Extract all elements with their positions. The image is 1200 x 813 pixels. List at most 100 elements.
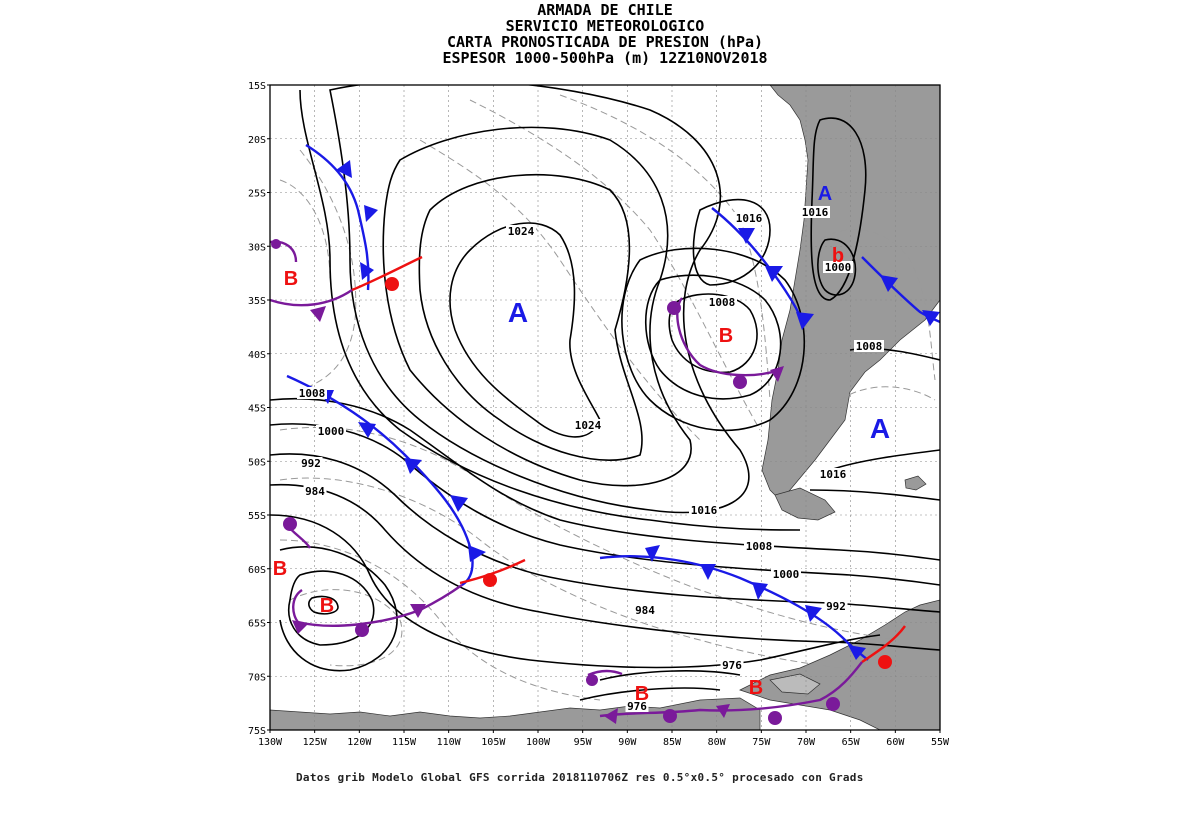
title-line-3: CARTA PRONOSTICADA DE PRESION (hPa) (446, 33, 764, 51)
svg-text:1008: 1008 (299, 387, 326, 400)
isobar-label: 984 (303, 485, 327, 498)
longitude-tick-label: 95W (574, 737, 593, 748)
latitude-tick-label: 30S (248, 242, 266, 253)
warm-front-nw (351, 255, 423, 292)
latitude-tick-label: 60S (248, 565, 266, 576)
svg-text:1024: 1024 (508, 225, 535, 238)
longitude-tick-label: 55W (931, 737, 950, 748)
longitude-tick-label: 120W (347, 737, 372, 748)
land-antarctic-peninsula (739, 599, 940, 730)
isobar-label: 1016 (689, 504, 719, 517)
latitude-tick-label: 55S (248, 511, 266, 522)
longitude-tick-label: 115W (392, 737, 417, 748)
longitude-tick-label: 85W (663, 737, 682, 748)
isobar-label: 992 (299, 457, 323, 470)
longitude-tick-label: 60W (886, 737, 905, 748)
title-line-1: ARMADA DE CHILE (537, 1, 673, 19)
high-pressure-center: A (870, 413, 890, 444)
svg-text:1000: 1000 (773, 568, 800, 581)
high-pressure-center: A (508, 297, 528, 328)
svg-text:1016: 1016 (820, 468, 847, 481)
pressure-center-layer: A A A B B B B B Bb (273, 183, 890, 705)
low-pressure-center: b (832, 245, 844, 267)
latitude-tick-label: 45S (248, 404, 266, 415)
low-pressure-center: B (320, 595, 334, 617)
longitude-tick-label: 110W (437, 737, 462, 748)
isobar-label: 1000 (316, 425, 346, 438)
isobar-label: 1000 (771, 568, 801, 581)
isobar-label: 1024 (573, 419, 603, 432)
svg-text:976: 976 (627, 700, 647, 713)
svg-text:992: 992 (826, 600, 846, 613)
isobar-label-layer: 1024 1024 1016 1016 1008 1000 1008 1016 1008 1000… (297, 206, 884, 713)
svg-text:1008: 1008 (709, 296, 736, 309)
longitude-tick-label: 75W (752, 737, 771, 748)
data-source-footer: Datos grib Modelo Global GFS corrida 201… (296, 771, 864, 784)
longitude-tick-label: 105W (481, 737, 506, 748)
svg-text:1016: 1016 (691, 504, 718, 517)
cold-front-central (286, 374, 474, 587)
latitude-tick-label: 40S (248, 350, 266, 361)
latitude-tick-label: 15S (248, 81, 266, 92)
svg-text:1016: 1016 (736, 212, 763, 225)
land-tierra-del-fuego (774, 487, 836, 521)
latitude-tick-label: 25S (248, 189, 266, 200)
isobar-label: 976 (625, 700, 649, 713)
cold-front-argentina (861, 256, 940, 324)
latitude-tick-label: 50S (248, 457, 266, 468)
isobar-label: 1016 (734, 212, 764, 225)
title-line-4: ESPESOR 1000-500hPa (m) 12Z10NOV2018 (442, 49, 768, 67)
isobar-label: 992 (824, 600, 848, 613)
isobar-label: 1008 (707, 296, 737, 309)
svg-text:1000: 1000 (825, 261, 852, 274)
title-line-2: SERVICIO METEOROLOGICO (505, 17, 705, 35)
longitude-tick-label: 130W (258, 737, 283, 748)
isobar-label: 976 (720, 659, 744, 672)
isobar-label: 1000 (823, 261, 853, 274)
low-pressure-center: B (635, 683, 649, 705)
longitude-tick-label: 80W (708, 737, 727, 748)
svg-text:992: 992 (301, 457, 321, 470)
isobar-label: 1024 (506, 225, 536, 238)
svg-text:1024: 1024 (575, 419, 602, 432)
latitude-tick-label: 35S (248, 296, 266, 307)
isobar-label: 984 (633, 604, 657, 617)
svg-text:976: 976 (722, 659, 742, 672)
latitude-tick-label: 65S (248, 619, 266, 630)
longitude-tick-label: 100W (526, 737, 551, 748)
svg-text:1000: 1000 (318, 425, 345, 438)
latitude-tick-label: 20S (248, 135, 266, 146)
land-falklands (904, 475, 927, 491)
occluded-front-symbols (271, 239, 840, 725)
longitude-tick-label: 90W (618, 737, 637, 748)
svg-text:984: 984 (635, 604, 655, 617)
longitude-tick-label: 65W (842, 737, 861, 748)
svg-text:1016: 1016 (802, 206, 829, 219)
chart-title-block: ARMADA DE CHILE SERVICIO METEOROLOGICO C… (0, 2, 1200, 66)
axis-tick-layer: 15S20S25S30S35S40S45S50S55S60S65S70S75S1… (248, 81, 950, 748)
svg-text:984: 984 (305, 485, 325, 498)
longitude-tick-label: 125W (303, 737, 328, 748)
isobars (270, 85, 940, 701)
cold-front-symbols (318, 160, 940, 660)
isobar-label: 1016 (800, 206, 830, 219)
longitude-tick-label: 70W (797, 737, 816, 748)
warm-front-symbols (385, 277, 892, 669)
isobar-label: 1008 (744, 540, 774, 553)
low-pressure-center: B (719, 325, 733, 347)
svg-text:1008: 1008 (856, 340, 883, 353)
low-pressure-center: B (284, 268, 298, 290)
latitude-tick-label: 70S (248, 672, 266, 683)
high-pressure-center: A (818, 183, 832, 205)
land-south-america (761, 85, 940, 501)
latitude-tick-label: 75S (248, 726, 266, 737)
low-pressure-center: B (749, 677, 763, 699)
warm-front-antarctic (861, 625, 906, 663)
svg-text:1008: 1008 (746, 540, 773, 553)
isobar-label: 1008 (297, 387, 327, 400)
land-antarctica-island (769, 673, 821, 695)
isobar-label: 1016 (818, 468, 848, 481)
occluded-front-antarctic (587, 661, 863, 718)
cold-front-nw (305, 143, 370, 291)
